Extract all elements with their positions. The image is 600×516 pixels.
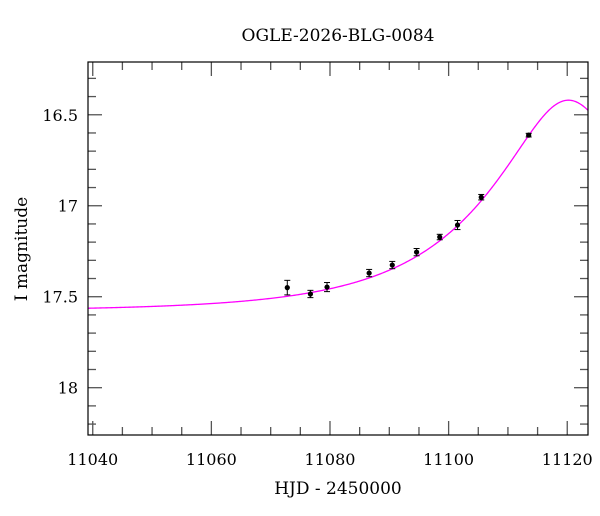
x-tick-label: 11080 [305,450,356,469]
data-point [454,222,461,228]
data-point [366,270,372,276]
plot-frame [87,61,589,436]
data-point [437,234,443,240]
data-point [389,262,395,268]
x-tick-label: 11040 [67,450,118,469]
axis-ticks: 11040 11060 11080 11100 11120 16.5 17 17.5 18 [42,62,593,469]
data-point [526,132,532,138]
data-point [307,291,314,297]
model-curve-group [87,99,589,309]
x-axis-label: HJD - 2450000 [274,479,402,499]
model-curve [87,99,589,309]
y-tick-label: 18 [58,379,78,398]
data-point [413,249,420,255]
y-tick-label: 16.5 [42,106,78,125]
x-tick-label: 11100 [423,450,474,469]
y-tick-label: 17 [58,197,78,216]
data-point [324,284,330,290]
data-point [284,285,290,291]
chart-title: OGLE-2026-BLG-0084 [242,26,435,46]
x-tick-label: 11060 [186,450,237,469]
y-tick-label: 17.5 [42,288,78,307]
data-point [478,194,484,200]
data-points [284,132,532,299]
y-axis-label: I magnitude [12,197,32,301]
x-tick-label: 11120 [542,450,593,469]
